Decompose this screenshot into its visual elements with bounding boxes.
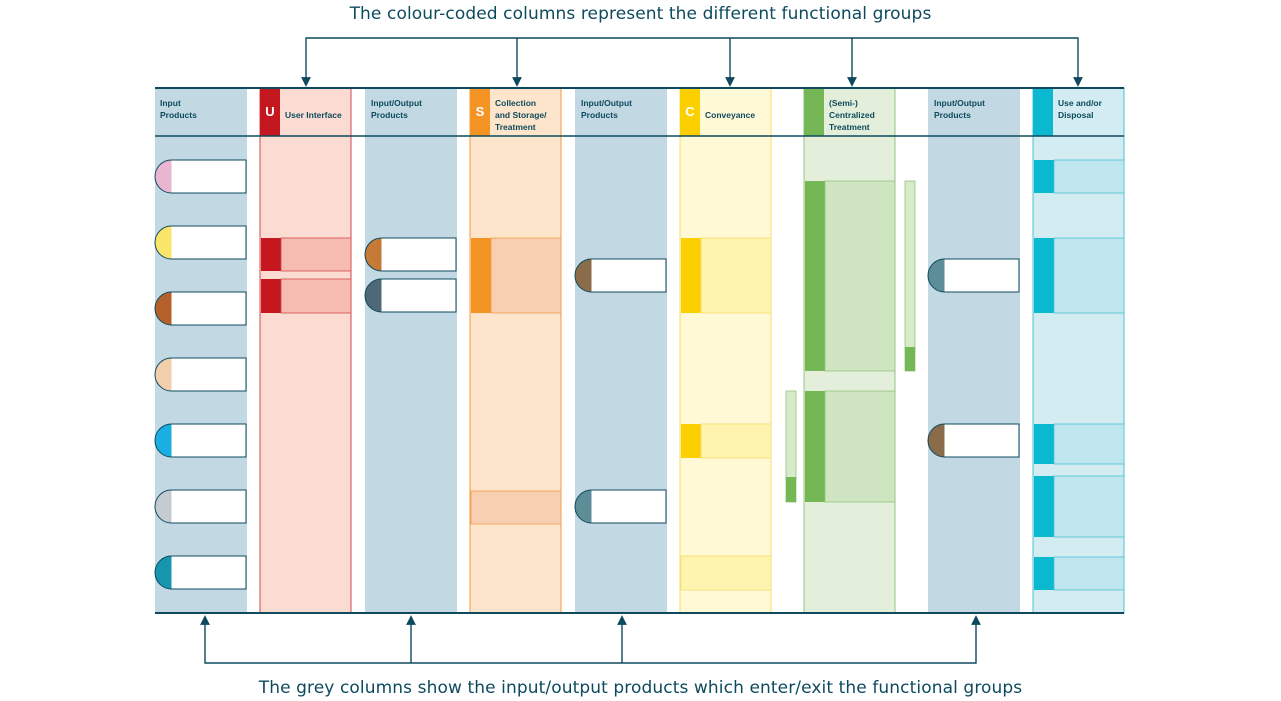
- io-products-column-2: [575, 88, 667, 613]
- header-semi-centralized-treatment: (Semi-) Centralized Treatment: [829, 98, 875, 132]
- product-pill: [154, 225, 247, 260]
- product-pill: [154, 423, 247, 458]
- collection-badge: S: [475, 104, 485, 119]
- header-collection-storage: Collection and Storage/ Treatment: [495, 98, 547, 132]
- collection-storage-column: [469, 87, 562, 614]
- disposal-badge-bg: [1033, 88, 1053, 136]
- product-pill: [154, 489, 247, 524]
- user-interface-blocks: [261, 237, 352, 314]
- top-caption: The colour-coded columns represent the d…: [349, 4, 932, 24]
- header-input-products: Input Products: [160, 98, 197, 120]
- disposal-blocks: [1034, 159, 1125, 591]
- bottom-bracket: [200, 615, 981, 664]
- product-pill: [154, 159, 247, 194]
- product-pill: [154, 291, 247, 326]
- product-pill: [154, 555, 247, 590]
- user-interface-badge: U: [265, 104, 275, 119]
- top-bracket: [301, 37, 1083, 87]
- product-pill: [364, 237, 457, 272]
- product-pill: [927, 258, 1020, 293]
- conveyance-blocks: [680, 237, 772, 591]
- user-interface-column: [259, 87, 352, 614]
- io-products-column-3: [928, 88, 1020, 613]
- treatment-blocks: [805, 180, 896, 503]
- header-io-products-2: Input/Output Products: [581, 98, 632, 120]
- header-use-disposal: Use and/or Disposal: [1058, 98, 1102, 120]
- header-io-products-1: Input/Output Products: [371, 98, 422, 120]
- conveyance-badge: C: [685, 104, 695, 119]
- product-pill: [574, 489, 667, 524]
- bottom-caption: The grey columns show the input/output p…: [258, 678, 1023, 698]
- header-user-interface: User Interface: [285, 110, 342, 120]
- collection-blocks: [470, 237, 562, 525]
- io-products-column-1: [365, 88, 457, 613]
- product-pill: [574, 258, 667, 293]
- product-pill: [154, 357, 247, 392]
- product-pills: [154, 159, 1020, 590]
- collection-badge-bg: [470, 88, 490, 136]
- header-io-products-3: Input/Output Products: [934, 98, 985, 120]
- product-pill: [927, 423, 1020, 458]
- header-conveyance: Conveyance: [705, 110, 756, 120]
- user-interface-badge-bg: [260, 88, 280, 136]
- product-pill: [364, 278, 457, 313]
- column-backgrounds: [155, 87, 1125, 614]
- treatment-badge-bg: [804, 88, 824, 136]
- side-bars: [785, 180, 916, 503]
- conveyance-column: [679, 87, 772, 614]
- conveyance-badge-bg: [680, 88, 700, 136]
